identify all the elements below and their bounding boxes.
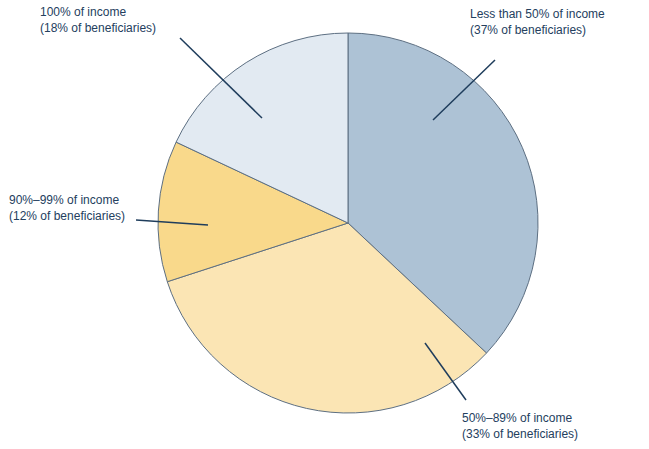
svg-text:50%–89% of income(33% of benef: 50%–89% of income(33% of beneficiaries) [462,411,578,441]
svg-text:100% of income(18% of benefici: 100% of income(18% of beneficiaries) [40,5,156,35]
svg-text:Less than 50% of income(37% of: Less than 50% of income(37% of beneficia… [470,7,605,37]
svg-text:90%–99% of income(12% of benef: 90%–99% of income(12% of beneficiaries) [9,193,125,223]
